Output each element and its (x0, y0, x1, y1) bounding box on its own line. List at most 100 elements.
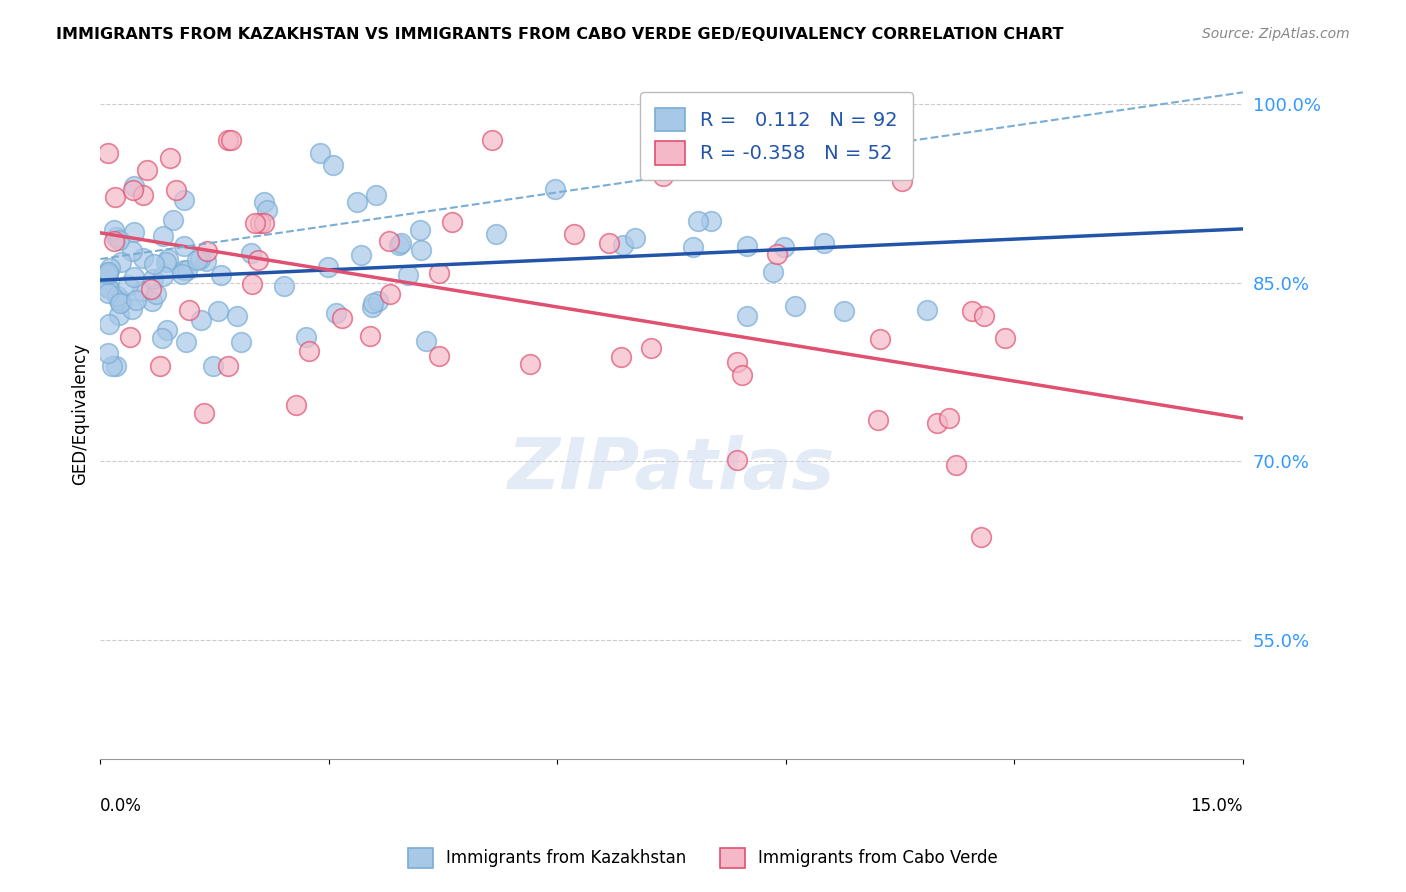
Point (108, 293, 131, 308)
Point (346, 195, 368, 210)
Text: 15.0%: 15.0% (1191, 797, 1243, 814)
Point (700, 214, 723, 228)
Point (176, 262, 198, 277)
Point (157, 252, 180, 267)
Point (772, 240, 794, 254)
Point (207, 303, 229, 318)
Point (735, 309, 758, 323)
Point (156, 323, 179, 337)
Point (108, 234, 131, 248)
Point (141, 293, 163, 308)
Point (121, 244, 143, 259)
Point (273, 278, 295, 293)
Point (295, 330, 318, 344)
Point (179, 302, 201, 317)
Point (155, 255, 177, 269)
Point (107, 289, 129, 303)
Point (162, 213, 184, 227)
Point (298, 343, 321, 358)
Point (869, 332, 891, 346)
Point (97, 285, 120, 300)
Point (727, 453, 749, 467)
Point (962, 303, 984, 318)
Point (832, 304, 855, 318)
Point (737, 239, 759, 253)
Point (97, 281, 120, 295)
Y-axis label: GED/Equivalency: GED/Equivalency (72, 343, 89, 485)
Point (117, 278, 139, 293)
Point (945, 458, 967, 472)
Point (209, 268, 232, 282)
Point (131, 284, 153, 298)
Point (98, 261, 121, 276)
Point (612, 237, 634, 252)
Point (367, 293, 389, 308)
Text: 0.0%: 0.0% (100, 797, 142, 814)
Point (245, 216, 267, 230)
Point (125, 293, 148, 307)
Point (186, 252, 208, 267)
Point (364, 188, 387, 202)
Point (174, 334, 197, 349)
Point (122, 183, 145, 197)
Point (783, 299, 806, 313)
Point (152, 331, 174, 345)
Point (111, 293, 134, 308)
Point (101, 359, 124, 373)
Point (623, 231, 645, 245)
Point (188, 252, 211, 267)
Point (173, 193, 195, 207)
Point (103, 234, 125, 248)
Point (173, 239, 195, 253)
Point (97, 317, 120, 331)
Point (610, 350, 633, 364)
Point (122, 179, 145, 194)
Point (361, 295, 384, 310)
Point (152, 269, 174, 284)
Point (139, 282, 162, 296)
Point (103, 223, 125, 237)
Point (441, 215, 464, 229)
Legend: Immigrants from Kazakhstan, Immigrants from Cabo Verde: Immigrants from Kazakhstan, Immigrants f… (401, 841, 1005, 875)
Point (104, 190, 127, 204)
Point (142, 272, 165, 286)
Point (429, 349, 451, 363)
Point (124, 270, 146, 285)
Point (378, 286, 401, 301)
Point (731, 368, 754, 382)
Point (868, 413, 890, 427)
Point (173, 263, 195, 277)
Point (427, 266, 450, 280)
Point (686, 214, 709, 228)
Point (104, 230, 127, 244)
Point (217, 133, 239, 147)
Point (97, 265, 120, 279)
Point (598, 236, 620, 251)
Point (201, 359, 224, 373)
Point (925, 416, 948, 430)
Point (195, 244, 218, 259)
Legend: R =   0.112   N = 92, R = -0.358   N = 52: R = 0.112 N = 92, R = -0.358 N = 52 (640, 92, 914, 180)
Point (284, 398, 307, 412)
Point (249, 216, 271, 230)
Point (398, 268, 420, 283)
Point (682, 239, 704, 253)
Point (107, 308, 129, 322)
Point (994, 331, 1017, 345)
Point (891, 173, 914, 187)
Point (152, 229, 174, 244)
Point (132, 252, 155, 266)
Point (330, 310, 353, 325)
Point (544, 182, 567, 196)
Point (110, 296, 132, 310)
Point (408, 222, 430, 236)
Point (122, 225, 145, 239)
Point (253, 194, 276, 209)
Point (97, 280, 120, 294)
Point (651, 169, 673, 183)
Point (121, 302, 143, 317)
Text: IMMIGRANTS FROM KAZAKHSTAN VS IMMIGRANTS FROM CABO VERDE GED/EQUIVALENCY CORRELA: IMMIGRANTS FROM KAZAKHSTAN VS IMMIGRANTS… (56, 27, 1064, 42)
Point (240, 246, 263, 260)
Point (322, 159, 344, 173)
Point (562, 227, 585, 241)
